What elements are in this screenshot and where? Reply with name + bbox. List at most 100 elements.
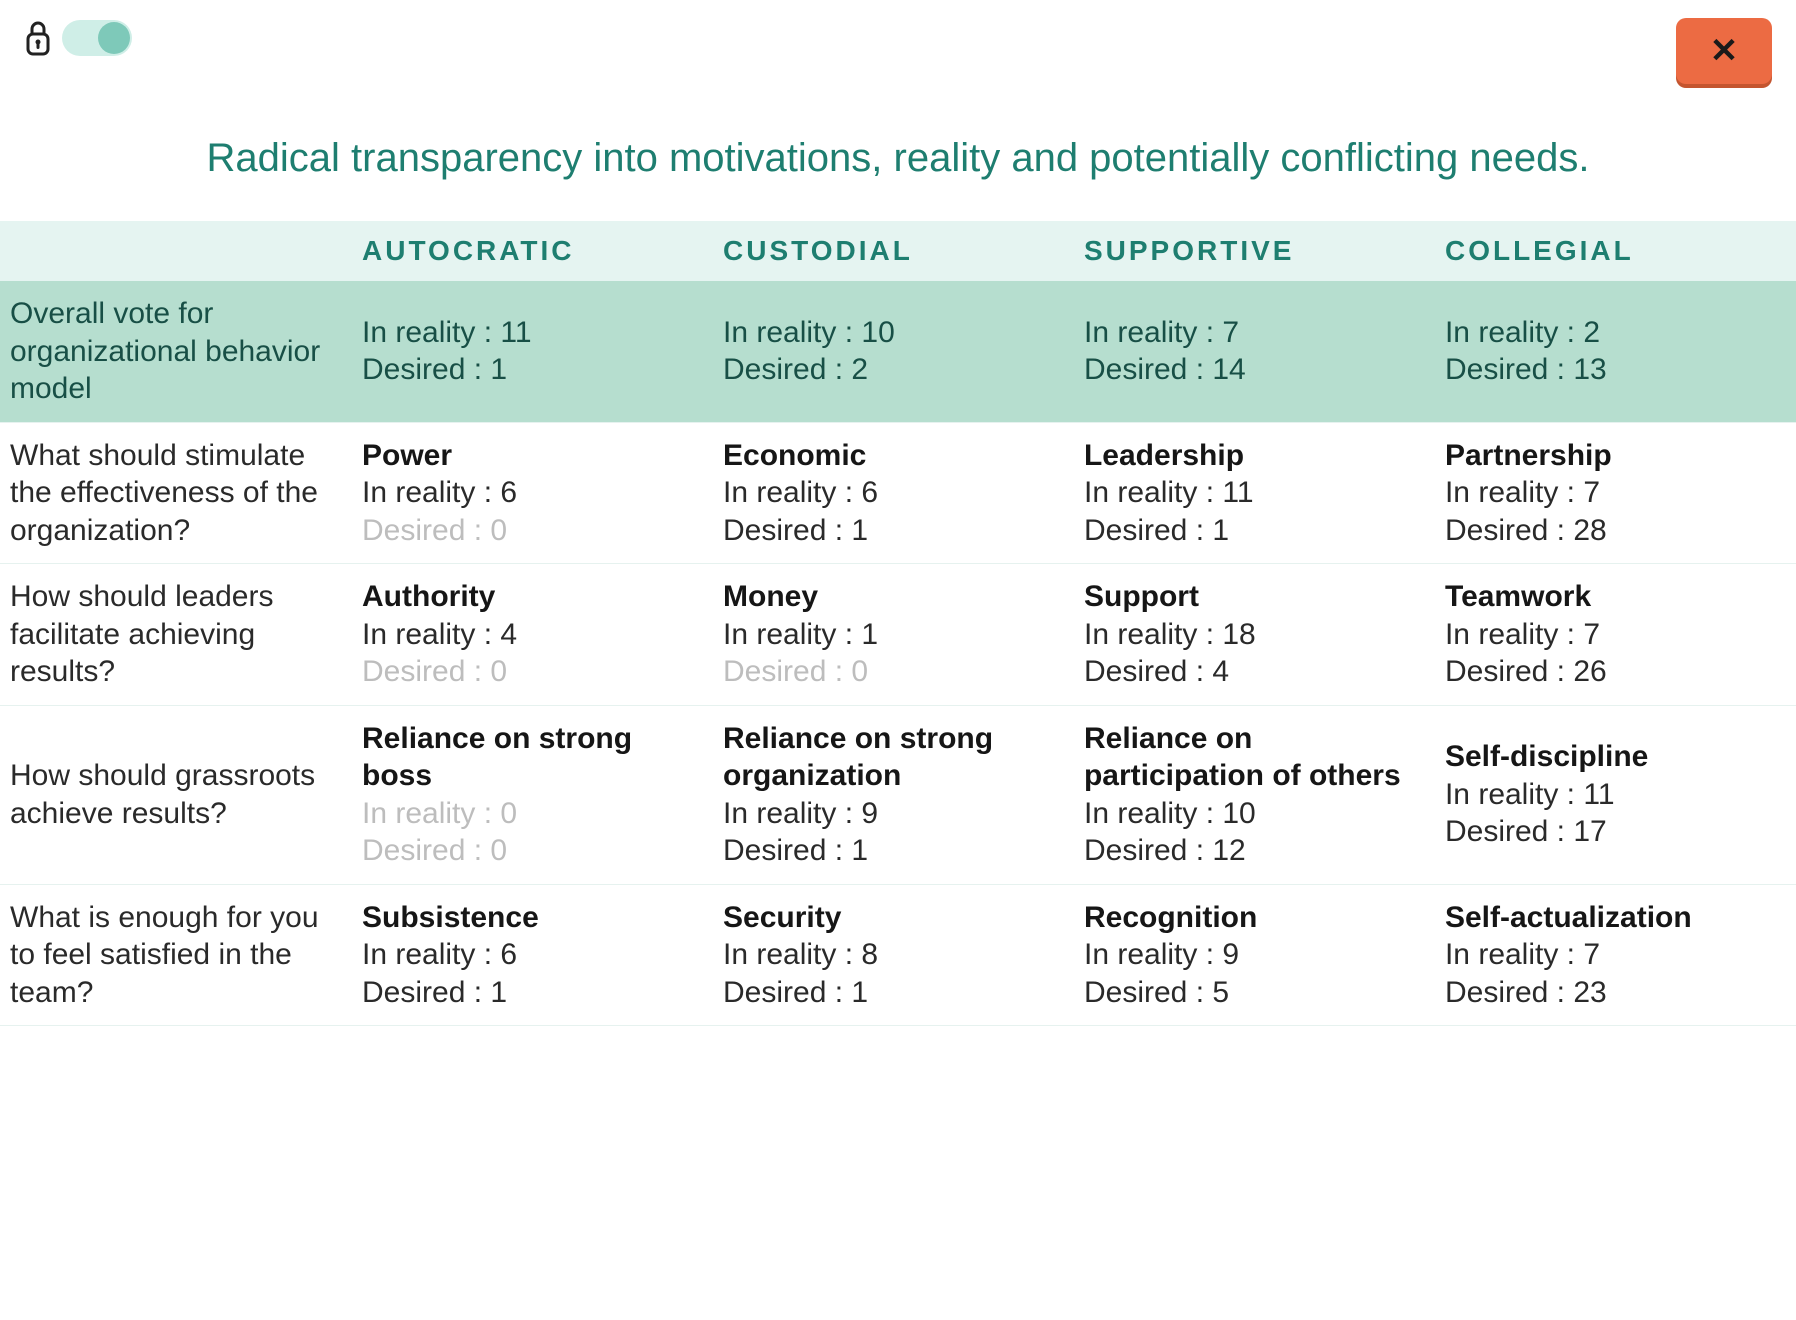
value-label: Reliance on strong organization: [723, 720, 1064, 795]
value-label: Security: [723, 899, 1064, 937]
reality-prefix: In reality :: [1084, 316, 1222, 349]
reality-value: 6: [500, 476, 517, 509]
reality-value: 7: [1222, 316, 1239, 349]
reality-value: 7: [1583, 476, 1600, 509]
value-label: Partnership: [1445, 437, 1786, 475]
reality-value: 7: [1583, 618, 1600, 651]
desired-prefix: Desired :: [1445, 655, 1573, 688]
desired-value: 5: [1212, 976, 1229, 1009]
desired-line: Desired : 1: [362, 974, 703, 1012]
desired-line: Desired : 0: [362, 653, 703, 691]
question-text: How should leaders facilitate achieving …: [10, 580, 273, 688]
value-cell: Self-actualizationIn reality : 7Desired …: [1435, 884, 1796, 1026]
value-cell: Reliance on strong bossIn reality : 0Des…: [352, 705, 713, 884]
value-label: Support: [1084, 578, 1425, 616]
desired-line: Desired : 14: [1084, 351, 1425, 389]
value-label: Authority: [362, 578, 703, 616]
reality-prefix: In reality :: [723, 618, 861, 651]
desired-prefix: Desired :: [1084, 655, 1212, 688]
value-label: Reliance on strong boss: [362, 720, 703, 795]
value-label: Economic: [723, 437, 1064, 475]
desired-line: Desired : 5: [1084, 974, 1425, 1012]
reality-prefix: In reality :: [1445, 618, 1583, 651]
value-cell: LeadershipIn reality : 11Desired : 1: [1074, 422, 1435, 564]
value-cell: SecurityIn reality : 8Desired : 1: [713, 884, 1074, 1026]
value-label: Power: [362, 437, 703, 475]
reality-value: 18: [1222, 618, 1255, 651]
value-cell: In reality : 10Desired : 2: [713, 281, 1074, 422]
page-title: Radical transparency into motivations, r…: [40, 136, 1756, 181]
reality-prefix: In reality :: [723, 797, 861, 830]
reality-value: 11: [1222, 476, 1253, 509]
value-cell: TeamworkIn reality : 7Desired : 26: [1435, 564, 1796, 706]
reality-value: 10: [1222, 797, 1255, 830]
desired-value: 26: [1573, 655, 1606, 688]
reality-prefix: In reality :: [1445, 938, 1583, 971]
value-label: Teamwork: [1445, 578, 1786, 616]
reality-value: 2: [1583, 316, 1600, 349]
value-cell: AuthorityIn reality : 4Desired : 0: [352, 564, 713, 706]
value-cell: SubsistenceIn reality : 6Desired : 1: [352, 884, 713, 1026]
question-cell: How should grassroots achieve results?: [0, 705, 352, 884]
reality-line: In reality : 7: [1445, 474, 1786, 512]
table-row: How should leaders facilitate achieving …: [0, 564, 1796, 706]
value-cell: In reality : 11Desired : 1: [352, 281, 713, 422]
question-text: How should grassroots achieve results?: [10, 759, 315, 830]
desired-line: Desired : 1: [362, 351, 703, 389]
value-cell: MoneyIn reality : 1Desired : 0: [713, 564, 1074, 706]
close-icon: ✕: [1710, 31, 1739, 71]
reality-line: In reality : 6: [362, 474, 703, 512]
desired-prefix: Desired :: [1445, 976, 1573, 1009]
reality-value: 11: [1583, 778, 1614, 811]
desired-line: Desired : 0: [362, 832, 703, 870]
privacy-toggle[interactable]: [62, 20, 132, 56]
reality-prefix: In reality :: [1445, 316, 1583, 349]
reality-value: 8: [861, 938, 878, 971]
reality-prefix: In reality :: [1084, 938, 1222, 971]
reality-value: 6: [861, 476, 878, 509]
value-cell: Reliance on strong organizationIn realit…: [713, 705, 1074, 884]
reality-line: In reality : 9: [1084, 936, 1425, 974]
close-button[interactable]: ✕: [1676, 18, 1772, 84]
value-cell: PartnershipIn reality : 7Desired : 28: [1435, 422, 1796, 564]
desired-value: 1: [1212, 514, 1229, 547]
reality-line: In reality : 2: [1445, 314, 1786, 352]
value-cell: In reality : 2Desired : 13: [1435, 281, 1796, 422]
top-bar-left: [24, 18, 132, 58]
desired-prefix: Desired :: [1084, 976, 1212, 1009]
desired-value: 28: [1573, 514, 1606, 547]
value-cell: Reliance on participation of othersIn re…: [1074, 705, 1435, 884]
desired-line: Desired : 23: [1445, 974, 1786, 1012]
desired-prefix: Desired :: [1445, 353, 1573, 386]
question-text: What should stimulate the effectiveness …: [10, 439, 318, 547]
table-row: What should stimulate the effectiveness …: [0, 422, 1796, 564]
reality-prefix: In reality :: [723, 476, 861, 509]
table-row: How should grassroots achieve results? Re…: [0, 705, 1796, 884]
desired-line: Desired : 26: [1445, 653, 1786, 691]
desired-value: 1: [851, 834, 868, 867]
desired-value: 0: [490, 514, 507, 547]
desired-line: Desired : 0: [362, 512, 703, 550]
reality-value: 4: [500, 618, 517, 651]
reality-value: 9: [861, 797, 878, 830]
reality-prefix: In reality :: [362, 618, 500, 651]
reality-line: In reality : 7: [1445, 936, 1786, 974]
reality-line: In reality : 8: [723, 936, 1064, 974]
col-header-custodial: CUSTODIAL: [713, 221, 1074, 281]
reality-line: In reality : 0: [362, 795, 703, 833]
table-header-row: AUTOCRATIC CUSTODIAL SUPPORTIVE COLLEGIA…: [0, 221, 1796, 281]
lock-icon: [24, 18, 52, 58]
value-cell: PowerIn reality : 6Desired : 0: [352, 422, 713, 564]
reality-line: In reality : 18: [1084, 616, 1425, 654]
reality-line: In reality : 7: [1445, 616, 1786, 654]
desired-line: Desired : 1: [723, 832, 1064, 870]
col-header-collegial: COLLEGIAL: [1435, 221, 1796, 281]
value-cell: EconomicIn reality : 6Desired : 1: [713, 422, 1074, 564]
desired-line: Desired : 28: [1445, 512, 1786, 550]
reality-prefix: In reality :: [362, 938, 500, 971]
value-cell: In reality : 7Desired : 14: [1074, 281, 1435, 422]
desired-value: 1: [851, 514, 868, 547]
reality-prefix: In reality :: [1084, 618, 1222, 651]
reality-prefix: In reality :: [723, 316, 861, 349]
table-row: What is enough for you to feel satisfied…: [0, 884, 1796, 1026]
